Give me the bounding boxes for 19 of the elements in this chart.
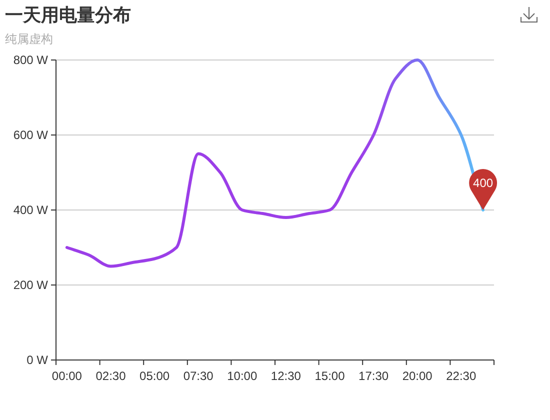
subtitle: 纯属虚构 <box>5 32 53 46</box>
xtick-label: 10:00 <box>227 369 258 383</box>
xtick-label: 22:30 <box>446 369 476 383</box>
xtick-label: 17:30 <box>358 369 389 383</box>
xtick-label: 15:00 <box>314 369 345 383</box>
ytick-label: 800 W <box>13 53 48 67</box>
ytick-label: 600 W <box>13 128 48 142</box>
xtick-label: 07:30 <box>183 369 214 383</box>
ytick-label: 0 W <box>26 353 48 367</box>
data-label: 400 <box>473 176 494 190</box>
ytick-label: 200 W <box>13 278 48 292</box>
xtick-label: 02:30 <box>96 369 126 383</box>
xtick-label: 00:00 <box>52 369 82 383</box>
value-label: 400 <box>469 169 498 210</box>
ytick-label: 400 W <box>13 203 48 217</box>
xtick-label: 20:00 <box>402 369 432 383</box>
title: 一天用电量分布 <box>5 5 131 25</box>
xtick-label: 05:00 <box>140 369 170 383</box>
xtick-label: 12:30 <box>270 369 301 383</box>
